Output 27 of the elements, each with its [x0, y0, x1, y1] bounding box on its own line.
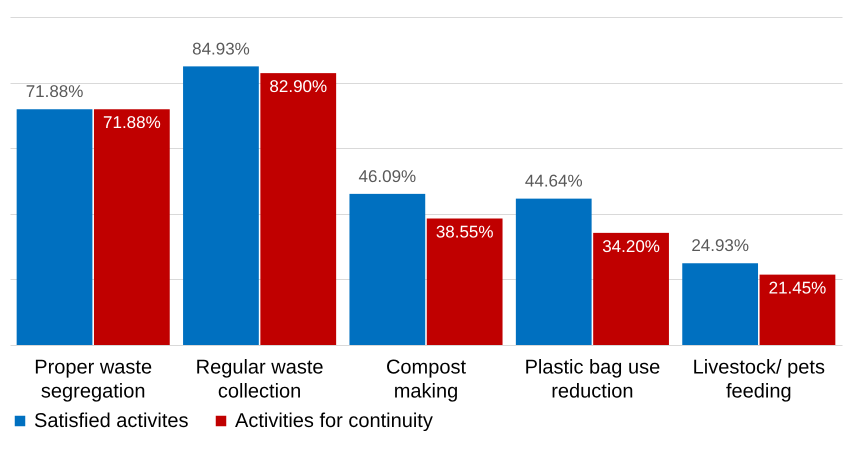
- bar: [183, 66, 259, 345]
- bar: [349, 194, 426, 345]
- legend-label: Satisfied activites: [34, 410, 189, 432]
- legend-label: Activities for continuity: [235, 410, 433, 432]
- data-label: 71.88%: [103, 113, 161, 132]
- data-label: 44.64%: [524, 172, 583, 191]
- bar: [94, 109, 170, 345]
- bar: [260, 73, 336, 345]
- x-tick-label: Proper waste segregation: [34, 356, 152, 402]
- data-label: 21.45%: [768, 278, 826, 298]
- bar: [426, 218, 503, 345]
- x-tick-label: Compost making: [386, 356, 466, 402]
- data-label: 84.93%: [192, 39, 250, 58]
- bar: [682, 263, 758, 345]
- x-tick-label: Livestock/ pets feeding: [692, 356, 825, 402]
- bar: [16, 109, 92, 345]
- x-tick-label: Plastic bag use reduction: [524, 356, 660, 402]
- data-label: 34.20%: [602, 236, 660, 256]
- data-label: 82.90%: [269, 77, 328, 96]
- bar: [516, 198, 592, 345]
- data-label: 24.93%: [691, 236, 749, 256]
- bar: [593, 232, 669, 345]
- x-tick-label: Regular waste collection: [196, 356, 324, 402]
- data-label: 71.88%: [26, 82, 84, 102]
- data-label: 46.09%: [358, 166, 416, 186]
- data-label: 38.55%: [436, 222, 494, 242]
- bar: [760, 274, 836, 345]
